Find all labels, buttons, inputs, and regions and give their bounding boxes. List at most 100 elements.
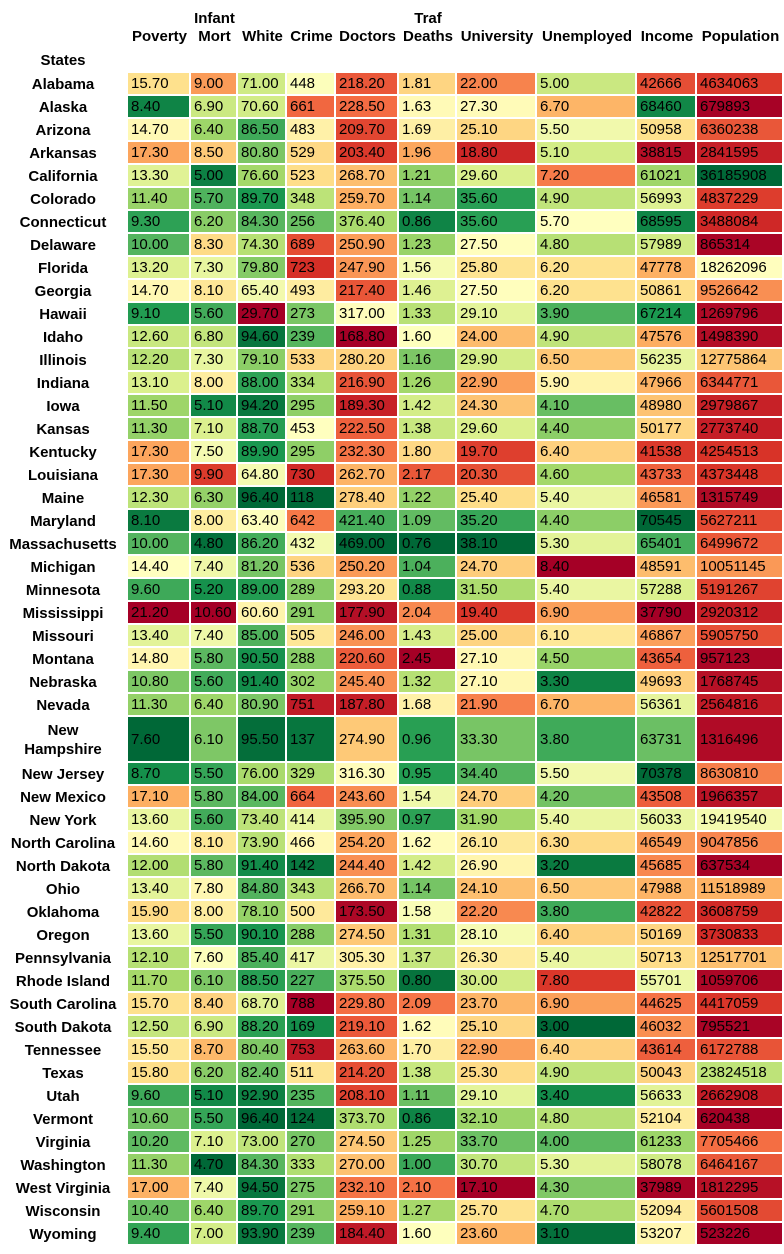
heatmap-cell: 8630810 <box>697 763 782 784</box>
heatmap-cell: 42666 <box>637 73 695 94</box>
heatmap-cell: 17.30 <box>128 441 189 462</box>
heatmap-cell: 448 <box>287 73 334 94</box>
heatmap-cell: 4.20 <box>537 786 635 807</box>
heatmap-cell: 274.50 <box>336 1131 397 1152</box>
heatmap-cell: 730 <box>287 464 334 485</box>
heatmap-cell: 8.00 <box>191 901 236 922</box>
heatmap-cell: 89.90 <box>238 441 285 462</box>
heatmap-cell: 6464167 <box>697 1154 782 1175</box>
heatmap-cell: 63.40 <box>238 510 285 531</box>
heatmap-cell: 751 <box>287 694 334 715</box>
heatmap-cell: 8.00 <box>191 372 236 393</box>
heatmap-cell: 65401 <box>637 533 695 554</box>
heatmap-cell: 35.60 <box>457 188 535 209</box>
heatmap-cell: 1.70 <box>399 1039 455 1060</box>
heatmap-cell: 0.95 <box>399 763 455 784</box>
heatmap-cell: 239 <box>287 326 334 347</box>
heatmap-cell: 93.90 <box>238 1223 285 1244</box>
heatmap-cell: 7.40 <box>191 625 236 646</box>
heatmap-cell: 15.90 <box>128 901 189 922</box>
row-label: New York <box>29 812 97 829</box>
heatmap-cell: 1.14 <box>399 878 455 899</box>
heatmap-cell: 9.60 <box>128 579 189 600</box>
heatmap-cell: 14.60 <box>128 832 189 853</box>
heatmap-cell: 329 <box>287 763 334 784</box>
heatmap-cell: 78.10 <box>238 901 285 922</box>
heatmap-cell: 4.70 <box>537 1200 635 1221</box>
heatmap-cell: 38.10 <box>457 533 535 554</box>
heatmap-cell: 2.04 <box>399 602 455 623</box>
row-label: Tennessee <box>24 1042 102 1059</box>
heatmap-cell: 5.70 <box>537 211 635 232</box>
heatmap-cell: 7.50 <box>191 441 236 462</box>
heatmap-cell: 6172788 <box>697 1039 782 1060</box>
heatmap-cell: 6.20 <box>191 1062 236 1083</box>
heatmap-cell: 6.10 <box>537 625 635 646</box>
heatmap-cell: 9526642 <box>697 280 782 301</box>
row-label: Colorado <box>30 191 96 208</box>
column-header: Traf Deaths <box>402 10 454 45</box>
heatmap-cell: 1269796 <box>697 303 782 324</box>
heatmap-cell: 89.70 <box>238 1200 285 1221</box>
heatmap-cell: 5.80 <box>191 786 236 807</box>
heatmap-cell: 27.50 <box>457 234 535 255</box>
heatmap-cell: 19.40 <box>457 602 535 623</box>
heatmap-cell: 1.38 <box>399 1062 455 1083</box>
heatmap-cell: 1812295 <box>697 1177 782 1198</box>
heatmap-cell: 373.70 <box>336 1108 397 1129</box>
heatmap-cell: 6360238 <box>697 119 782 140</box>
heatmap-cell: 68.70 <box>238 993 285 1014</box>
heatmap-cell: 316.30 <box>336 763 397 784</box>
heatmap-cell: 9047856 <box>697 832 782 853</box>
heatmap-cell: 7.60 <box>128 717 189 761</box>
column-header: Income <box>640 28 694 45</box>
heatmap-cell: 679893 <box>697 96 782 117</box>
heatmap-cell: 5.50 <box>191 1108 236 1129</box>
heatmap-cell: 187.80 <box>336 694 397 715</box>
heatmap-cell: 56993 <box>637 188 695 209</box>
heatmap-cell: 11.30 <box>128 694 189 715</box>
heatmap-cell: 8.40 <box>128 96 189 117</box>
heatmap-cell: 1.27 <box>399 1200 455 1221</box>
heatmap-cell: 227 <box>287 970 334 991</box>
heatmap-cell: 250.90 <box>336 234 397 255</box>
heatmap-cell: 50713 <box>637 947 695 968</box>
heatmap-cell: 84.30 <box>238 1154 285 1175</box>
heatmap-cell: 1.38 <box>399 418 455 439</box>
heatmap-cell: 274.90 <box>336 717 397 761</box>
heatmap-cell: 42822 <box>637 901 695 922</box>
heatmap-cell: 523226 <box>697 1223 782 1244</box>
heatmap-cell: 80.40 <box>238 1039 285 1060</box>
row-label: North Dakota <box>15 858 111 875</box>
heatmap-cell: 25.80 <box>457 257 535 278</box>
heatmap-cell: 5.40 <box>537 809 635 830</box>
heatmap-cell: 262.70 <box>336 464 397 485</box>
heatmap-cell: 37790 <box>637 602 695 623</box>
row-label: Wisconsin <box>25 1203 101 1220</box>
heatmap-cell: 5627211 <box>697 510 782 531</box>
heatmap-cell: 3488084 <box>697 211 782 232</box>
heatmap-cell: 7705466 <box>697 1131 782 1152</box>
heatmap-cell: 52094 <box>637 1200 695 1221</box>
heatmap-cell: 169 <box>287 1016 334 1037</box>
heatmap-cell: 55701 <box>637 970 695 991</box>
heatmap-cell: 13.10 <box>128 372 189 393</box>
heatmap-cell: 17.10 <box>457 1177 535 1198</box>
heatmap-cell: 46581 <box>637 487 695 508</box>
heatmap-cell: 8.10 <box>128 510 189 531</box>
row-label: Oregon <box>36 927 90 944</box>
row-label: Mississippi <box>22 605 104 622</box>
heatmap-cell: 293.20 <box>336 579 397 600</box>
heatmap-cell: 20.30 <box>457 464 535 485</box>
heatmap-cell: 4.60 <box>537 464 635 485</box>
heatmap-cell: 6.40 <box>537 441 635 462</box>
heatmap-cell: 67214 <box>637 303 695 324</box>
heatmap-cell: 305.30 <box>336 947 397 968</box>
heatmap-cell: 375.50 <box>336 970 397 991</box>
heatmap-cell: 13.40 <box>128 625 189 646</box>
heatmap-cell: 6.20 <box>537 280 635 301</box>
row-label: Illinois <box>39 352 87 369</box>
heatmap-cell: 4.40 <box>537 418 635 439</box>
heatmap-cell: 483 <box>287 119 334 140</box>
